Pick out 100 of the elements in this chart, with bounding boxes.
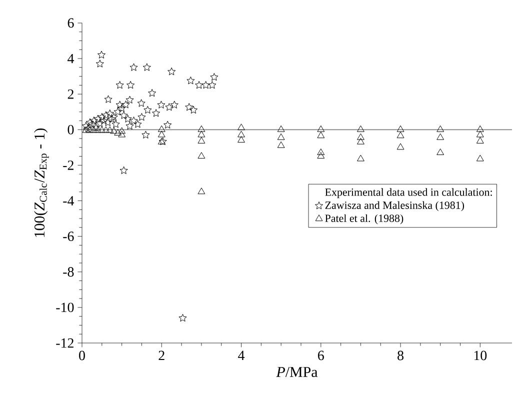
point xyxy=(98,126,106,133)
point xyxy=(317,125,325,132)
point xyxy=(137,99,146,107)
point xyxy=(114,108,122,116)
point xyxy=(142,130,150,138)
point xyxy=(164,120,172,129)
point xyxy=(106,126,114,133)
x-axis-title: P/MPa xyxy=(276,367,318,378)
point xyxy=(170,100,178,108)
point xyxy=(118,104,126,112)
point xyxy=(238,124,245,130)
point xyxy=(168,67,176,76)
point xyxy=(277,133,285,140)
point xyxy=(88,120,96,128)
point xyxy=(102,126,110,133)
point xyxy=(100,116,108,124)
point xyxy=(436,125,444,132)
y-tick-label: -12 xyxy=(56,338,74,348)
point xyxy=(97,50,106,58)
point xyxy=(158,125,166,132)
point xyxy=(126,96,134,104)
point xyxy=(130,63,138,71)
point xyxy=(116,100,124,108)
point xyxy=(102,111,110,119)
point xyxy=(130,116,138,124)
x-tick-label: 6 xyxy=(318,350,324,360)
point xyxy=(106,109,114,118)
point xyxy=(476,125,484,132)
point xyxy=(165,103,174,111)
x-tick-label: 10 xyxy=(474,350,487,360)
point xyxy=(120,166,128,174)
point xyxy=(124,114,132,122)
point xyxy=(198,136,206,144)
point xyxy=(436,133,444,140)
point xyxy=(198,188,206,194)
point xyxy=(198,152,206,159)
x-tick-label: 4 xyxy=(238,350,245,360)
point xyxy=(357,133,364,140)
point xyxy=(110,127,118,134)
point xyxy=(126,80,135,89)
legend-title: Experimental data used in calculation: xyxy=(325,188,492,198)
y-tick-label: -2 xyxy=(63,160,74,170)
point xyxy=(86,118,94,126)
point xyxy=(120,111,128,119)
point xyxy=(238,136,245,143)
point xyxy=(436,148,444,156)
point xyxy=(476,154,484,162)
point xyxy=(94,126,102,133)
point xyxy=(208,80,216,89)
point xyxy=(195,80,204,89)
point xyxy=(210,72,218,81)
y-tick-label: -10 xyxy=(56,302,74,312)
y-tick-label: 2 xyxy=(68,89,74,99)
y-tick-label: -4 xyxy=(63,196,74,206)
y-tick-label: 0 xyxy=(68,124,74,134)
point xyxy=(277,125,285,132)
point xyxy=(198,125,206,132)
point xyxy=(152,109,160,117)
point xyxy=(82,122,90,130)
point xyxy=(122,100,130,108)
point xyxy=(202,80,210,89)
point xyxy=(138,112,146,121)
point xyxy=(126,122,134,130)
legend-label: Patel et al. (1988) xyxy=(325,214,404,224)
point xyxy=(118,130,126,138)
y-tick-label: 4 xyxy=(68,54,74,64)
y-tick-label: -8 xyxy=(63,267,74,277)
x-tick-label: 8 xyxy=(398,350,404,360)
point xyxy=(238,130,245,138)
point xyxy=(84,124,92,132)
point xyxy=(157,100,166,108)
point xyxy=(317,132,325,138)
point xyxy=(144,106,152,114)
point xyxy=(90,116,98,124)
point xyxy=(277,141,285,148)
point xyxy=(104,118,112,126)
point xyxy=(476,136,484,144)
legend-label: Zawisza and Malesinska (1981) xyxy=(325,201,464,212)
point xyxy=(357,154,364,162)
point xyxy=(396,132,404,138)
point xyxy=(90,126,98,133)
point xyxy=(118,127,126,134)
point xyxy=(396,125,404,132)
point xyxy=(396,143,404,150)
point xyxy=(92,124,100,132)
point xyxy=(134,120,142,128)
point xyxy=(186,76,195,84)
y-axis-title: 100(Z$_{Calc}$/Z$_{Exp}$ - 1) xyxy=(34,128,49,237)
point xyxy=(357,125,364,132)
point xyxy=(148,88,156,97)
point xyxy=(94,114,102,122)
point xyxy=(86,126,94,133)
point xyxy=(108,114,116,122)
point xyxy=(116,80,124,89)
x-tick-label: 0 xyxy=(79,350,85,360)
point xyxy=(357,138,364,144)
point xyxy=(112,120,120,128)
point xyxy=(98,112,106,121)
y-tick-label: 6 xyxy=(68,18,74,28)
point xyxy=(185,103,194,111)
